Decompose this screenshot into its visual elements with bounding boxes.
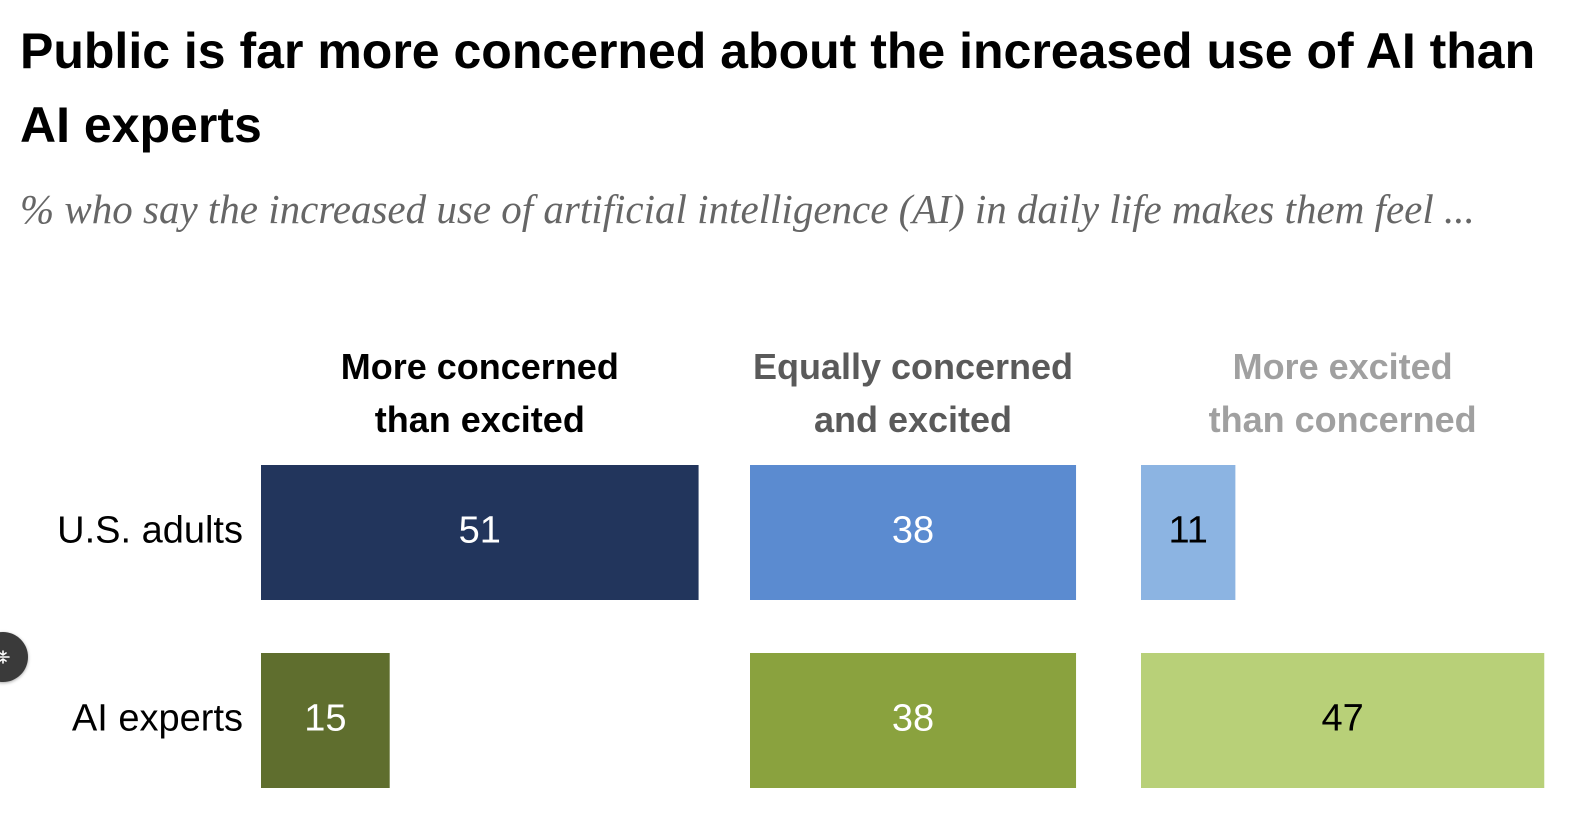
series-header: Equally concerned (753, 346, 1073, 387)
bar (1141, 465, 1236, 600)
series-header: than excited (375, 399, 585, 440)
bar (261, 465, 699, 600)
data-label: 11 (1168, 510, 1207, 552)
data-label: 15 (304, 698, 346, 740)
bar (750, 653, 1077, 788)
series-header: More excited (1233, 346, 1453, 387)
chart-title: Public is far more concerned about the i… (20, 23, 1536, 153)
row-label: AI experts (72, 698, 243, 740)
data-label: 38 (892, 698, 934, 740)
series-header: More concerned (341, 346, 619, 387)
data-label: 51 (459, 510, 501, 552)
bar-chart: U.S. adults AI experts More concerned than … (57, 346, 1545, 788)
bar (750, 465, 1077, 600)
data-label: 47 (1321, 698, 1363, 740)
chart-subtitle: % who say the increased use of artificia… (20, 186, 1475, 232)
bar (261, 653, 390, 788)
bar (1141, 653, 1545, 788)
row-label: U.S. adults (57, 510, 243, 552)
series-header: than concerned (1209, 399, 1477, 440)
arrows-collapse-icon (0, 650, 10, 664)
series-header: and excited (814, 399, 1012, 440)
data-label: 38 (892, 510, 934, 552)
